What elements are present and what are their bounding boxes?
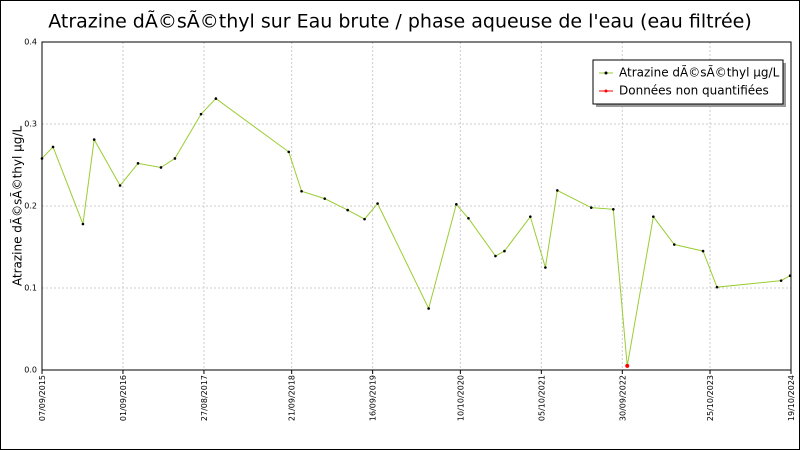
x-tick-label: 25/10/2023 — [706, 375, 715, 421]
data-point — [494, 254, 497, 258]
x-tick-label: 27/08/2017 — [200, 375, 209, 421]
data-point — [701, 249, 705, 253]
data-point — [51, 145, 55, 149]
data-point — [173, 157, 177, 160]
data-point — [715, 285, 719, 289]
data-point — [287, 150, 291, 154]
data-point — [467, 217, 470, 220]
data-point — [788, 274, 792, 278]
data-point — [503, 249, 506, 253]
plot-border — [41, 41, 792, 371]
data-point — [199, 112, 203, 116]
y-tick-label: 0.2 — [24, 202, 37, 211]
x-tick-label: 30/09/2022 — [618, 375, 627, 421]
y-axis-label: Atrazine dÃ©sÃ©thyl µg/L — [10, 126, 25, 287]
x-tick-label: 21/09/2018 — [288, 375, 297, 421]
data-point — [672, 243, 676, 246]
data-point — [323, 197, 327, 200]
y-tick-label: 0.0 — [24, 366, 37, 375]
data-point — [118, 184, 122, 187]
data-point — [625, 363, 630, 368]
data-point — [363, 217, 366, 221]
data-point — [346, 208, 349, 212]
legend-marker — [604, 89, 608, 93]
data-point — [376, 202, 379, 205]
x-tick-label: 05/10/2021 — [537, 375, 546, 421]
data-point — [779, 279, 783, 282]
data-point — [92, 138, 96, 141]
y-tick-label: 0.3 — [24, 120, 37, 129]
data-point — [81, 222, 85, 226]
data-point — [136, 162, 140, 165]
data-point — [529, 215, 532, 218]
data-point — [589, 206, 593, 209]
x-tick-label: 01/09/2016 — [119, 375, 128, 421]
data-point — [40, 157, 44, 160]
x-tick-label: 07/09/2015 — [38, 375, 47, 421]
data-point — [556, 189, 559, 192]
legend-label: Données non quantifiées — [619, 84, 769, 98]
data-point — [612, 207, 615, 211]
legend-marker — [604, 71, 608, 75]
legend — [592, 59, 784, 105]
y-tick-label: 0.4 — [24, 38, 37, 47]
data-point — [652, 215, 655, 218]
data-point — [214, 97, 218, 100]
chart-title: Atrazine dÃ©sÃ©thyl sur Eau brute / phas… — [48, 10, 752, 33]
data-point — [455, 203, 458, 206]
x-tick-label: 16/09/2019 — [369, 375, 378, 421]
data-point — [159, 166, 163, 169]
x-tick-label: 10/10/2020 — [456, 375, 465, 421]
data-point — [427, 307, 430, 310]
data-point — [300, 189, 303, 193]
x-tick-label: 19/10/2024 — [787, 375, 796, 421]
data-point — [544, 266, 547, 269]
y-tick-label: 0.1 — [24, 284, 37, 293]
legend-label: Atrazine dÃ©sÃ©thyl µg/L — [619, 65, 780, 80]
